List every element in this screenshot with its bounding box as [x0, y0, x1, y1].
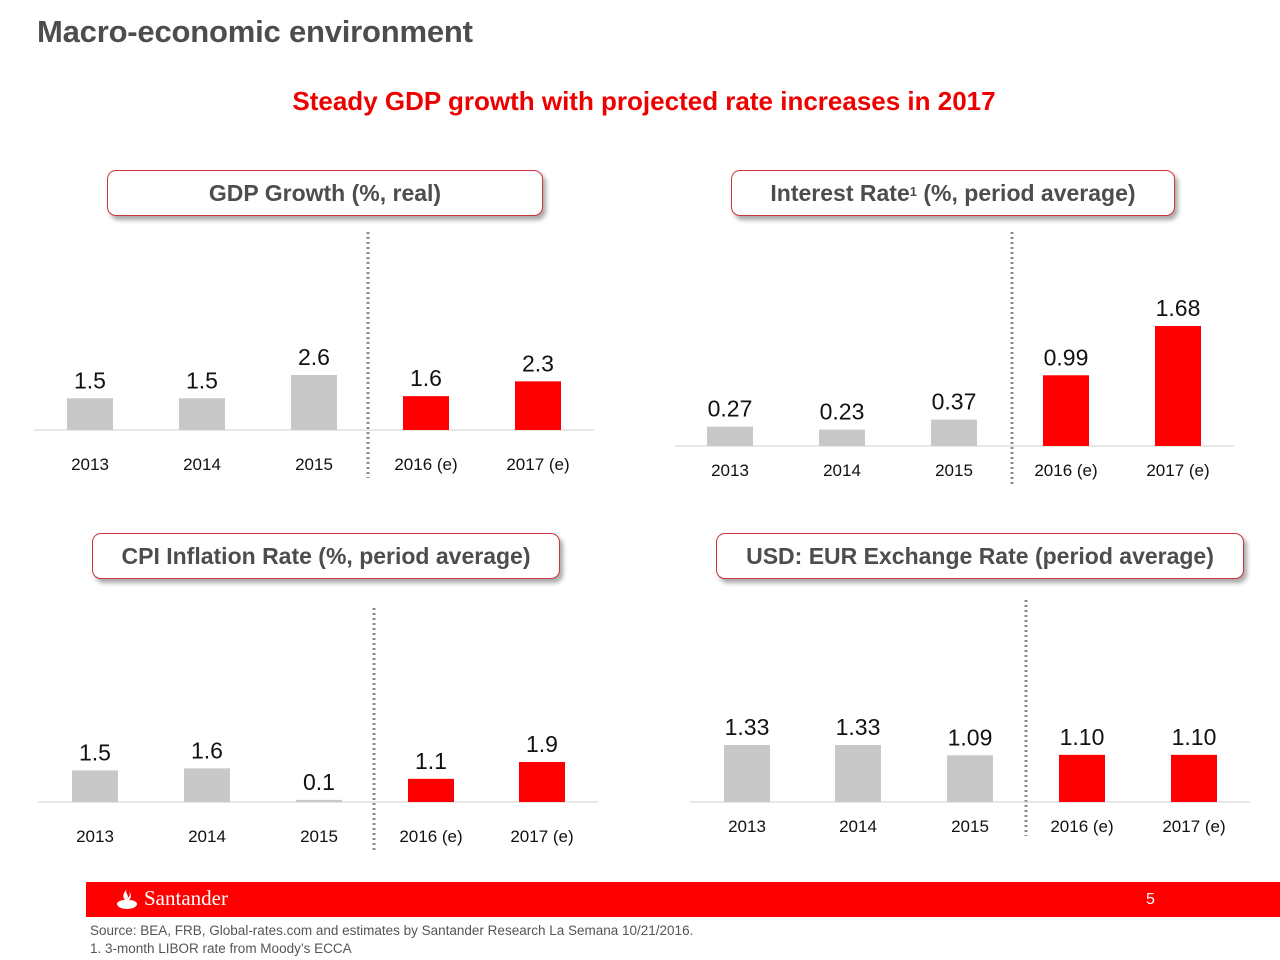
page-title: Macro-economic environment — [37, 14, 473, 49]
fx-data-label: 1.33 — [836, 714, 881, 740]
fx-category-label: 2014 — [839, 817, 877, 836]
cpi-data-label: 1.1 — [415, 748, 447, 774]
gdp-bar — [403, 396, 449, 430]
gdp-category-label: 2013 — [71, 455, 109, 474]
source-text: Source: BEA, FRB, Global-rates.com and e… — [90, 923, 694, 938]
interest-category-label: 2013 — [711, 461, 749, 480]
fx-category-label: 2013 — [728, 817, 766, 836]
cpi-bar — [72, 770, 118, 802]
fx-category-label: 2015 — [951, 817, 989, 836]
cpi-bar — [296, 799, 342, 802]
fx-data-label: 1.10 — [1060, 724, 1105, 750]
cpi-data-label: 1.5 — [79, 739, 111, 765]
santander-logo: Santander — [116, 886, 228, 911]
cpi-data-label: 0.1 — [303, 769, 335, 795]
cpi-category-label: 2014 — [188, 827, 226, 846]
interest-bar — [1155, 326, 1201, 446]
page-number: 5 — [1146, 891, 1155, 908]
gdp-data-label: 1.5 — [74, 367, 106, 393]
gdp-data-label: 2.3 — [522, 350, 554, 376]
gdp-data-label: 2.6 — [298, 344, 330, 370]
interest-panel-title: Interest Rate 1 (%, period average) — [731, 170, 1175, 216]
gdp-panel-title: GDP Growth (%, real) — [107, 170, 543, 216]
interest-panel-title-text: Interest Rate — [770, 179, 910, 206]
interest-data-label: 0.27 — [708, 396, 753, 422]
interest-data-label: 0.99 — [1044, 344, 1089, 370]
cpi-category-label: 2013 — [76, 827, 114, 846]
slide-subtitle: Steady GDP growth with projected rate in… — [292, 86, 996, 116]
interest-bar — [819, 429, 865, 446]
fx-bar — [1059, 754, 1105, 802]
fx-bar — [947, 755, 993, 802]
fx-category-label: 2017 (e) — [1162, 817, 1225, 836]
gdp-category-label: 2016 (e) — [394, 455, 457, 474]
gdp-bar — [67, 398, 113, 430]
interest-category-label: 2014 — [823, 461, 861, 480]
fx-panel-title: USD: EUR Exchange Rate (period average) — [716, 533, 1244, 579]
interest-bar — [707, 426, 753, 446]
fx-bar — [724, 745, 770, 802]
footer-bar: Santander 5 — [86, 882, 1280, 917]
fx-bar — [1171, 754, 1217, 802]
interest-category-label: 2016 (e) — [1034, 461, 1097, 480]
gdp-bar — [179, 398, 225, 430]
interest-panel-title-suffix: (%, period average) — [916, 179, 1136, 206]
cpi-data-label: 1.9 — [526, 731, 558, 757]
gdp-data-label: 1.6 — [410, 365, 442, 391]
flame-icon — [117, 888, 137, 909]
fx-bar — [835, 745, 881, 802]
fx-data-label: 1.10 — [1172, 724, 1217, 750]
fx-data-label: 1.33 — [725, 714, 770, 740]
source-note: Source: BEA, FRB, Global-rates.com and e… — [90, 922, 693, 958]
cpi-panel-title-text: CPI Inflation Rate (%, period average) — [121, 542, 531, 569]
fx-data-label: 1.09 — [948, 724, 993, 750]
cpi-bar — [519, 762, 565, 802]
fx-panel-title-text: USD: EUR Exchange Rate (period average) — [746, 542, 1214, 569]
footnote-text: 1. 3-month LIBOR rate from Moody’s ECCA — [90, 941, 352, 956]
cpi-category-label: 2016 (e) — [399, 827, 462, 846]
gdp-panel-title-text: GDP Growth (%, real) — [208, 179, 442, 206]
footnote-marker: 1 — [909, 183, 917, 199]
interest-data-label: 0.37 — [932, 389, 977, 415]
interest-bar — [931, 419, 977, 446]
gdp-bar — [291, 375, 337, 430]
interest-data-label: 0.23 — [820, 399, 865, 425]
gdp-bar — [515, 381, 561, 430]
cpi-bar — [184, 768, 230, 802]
interest-data-label: 1.68 — [1156, 295, 1201, 321]
brand-name: Santander — [144, 886, 228, 910]
gdp-category-label: 2017 (e) — [506, 455, 569, 474]
fx-category-label: 2016 (e) — [1050, 817, 1113, 836]
interest-category-label: 2017 (e) — [1146, 461, 1209, 480]
cpi-category-label: 2017 (e) — [510, 827, 573, 846]
interest-bar — [1043, 375, 1089, 446]
gdp-category-label: 2015 — [295, 455, 333, 474]
interest-category-label: 2015 — [935, 461, 973, 480]
gdp-category-label: 2014 — [183, 455, 221, 474]
cpi-category-label: 2015 — [300, 827, 338, 846]
cpi-bar — [408, 778, 454, 802]
cpi-panel-title: CPI Inflation Rate (%, period average) — [92, 533, 560, 579]
gdp-data-label: 1.5 — [186, 367, 218, 393]
cpi-data-label: 1.6 — [191, 737, 223, 763]
